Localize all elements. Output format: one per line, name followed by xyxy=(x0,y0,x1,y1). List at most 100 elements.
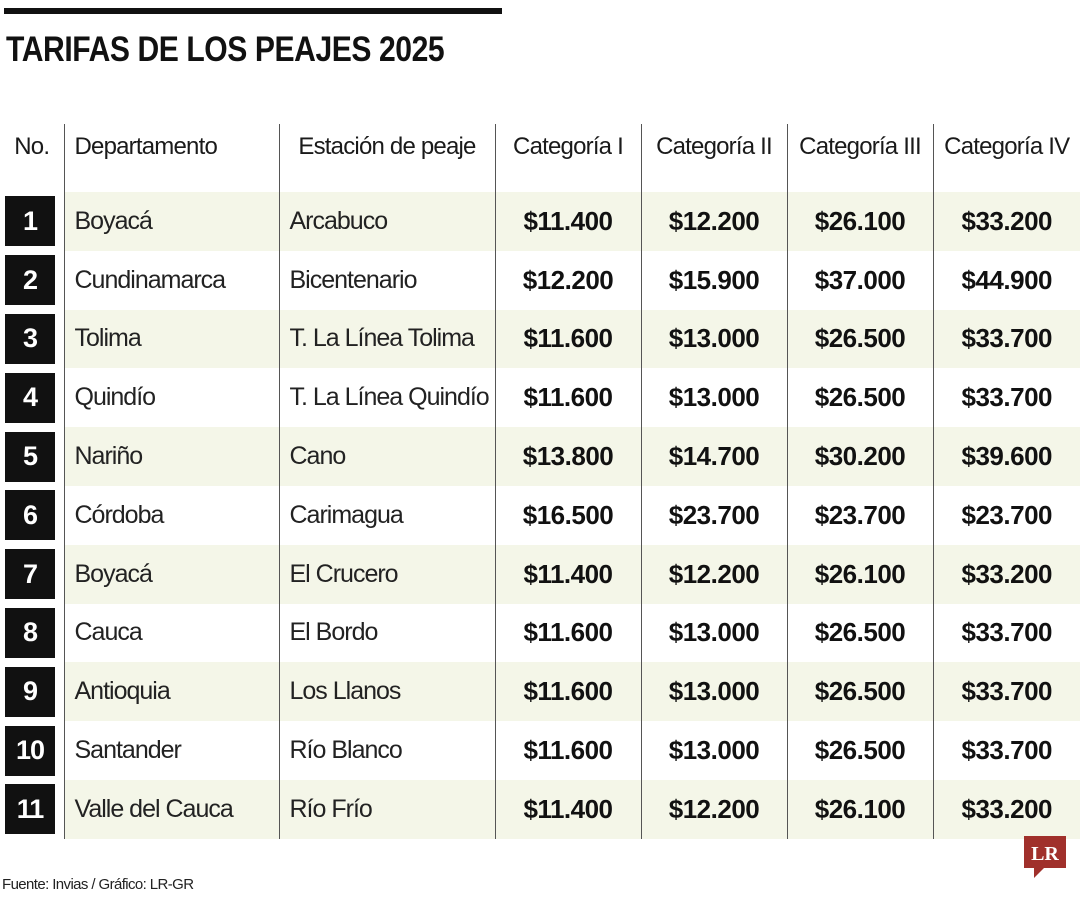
cell-departamento: Antioquia xyxy=(63,662,279,722)
header-categoria-4: Categoría IV xyxy=(932,124,1080,182)
cell-categoria-1: $11.600 xyxy=(494,309,641,369)
cell-categoria-3: $26.500 xyxy=(786,309,933,369)
table-row: 1 Boyacá Arcabuco $11.400 $12.200 $26.100 $33.… xyxy=(0,192,1080,251)
cell-departamento: Tolima xyxy=(63,309,279,369)
cell-categoria-4: $23.700 xyxy=(932,485,1080,545)
row-number-badge: 2 xyxy=(5,255,55,306)
cell-categoria-3: $37.000 xyxy=(786,250,933,310)
cell-departamento: Boyacá xyxy=(63,192,279,251)
cell-no: 3 xyxy=(0,310,64,369)
source-note: Fuente: Invias / Gráfico: LR-GR xyxy=(2,876,194,893)
toll-rates-table: No. Departamento Estación de peaje Categ… xyxy=(0,124,1080,839)
cell-categoria-4: $33.200 xyxy=(932,544,1080,604)
cell-categoria-2: $13.000 xyxy=(640,309,787,369)
cell-categoria-4: $33.700 xyxy=(932,603,1080,663)
cell-categoria-4: $33.700 xyxy=(932,662,1080,722)
table-header: No. Departamento Estación de peaje Categ… xyxy=(0,124,1080,192)
cell-estacion: Arcabuco xyxy=(278,192,495,251)
cell-estacion: Río Blanco xyxy=(278,721,495,780)
table-body: 1 Boyacá Arcabuco $11.400 $12.200 $26.100 $33.… xyxy=(0,192,1080,839)
cell-estacion: T. La Línea Quindío xyxy=(278,368,495,428)
header-categoria-1: Categoría I xyxy=(494,124,641,182)
cell-no: 6 xyxy=(0,486,64,545)
table-row: 11 Valle del Cauca Río Frío $11.400 $12.200 $… xyxy=(0,779,1080,839)
cell-categoria-1: $13.800 xyxy=(494,427,641,486)
cell-estacion: El Bordo xyxy=(278,603,495,663)
row-number-badge: 9 xyxy=(5,666,55,717)
cell-categoria-3: $26.500 xyxy=(786,662,933,722)
cell-departamento: Nariño xyxy=(63,427,279,486)
cell-departamento: Córdoba xyxy=(63,485,279,545)
table-row: 2 Cundinamarca Bicentenario $12.200 $15.900 $… xyxy=(0,250,1080,310)
row-number-badge: 4 xyxy=(5,372,55,423)
cell-categoria-1: $11.600 xyxy=(494,662,641,722)
cell-categoria-2: $12.200 xyxy=(640,544,787,604)
svg-text:LR: LR xyxy=(1031,843,1059,865)
cell-categoria-4: $33.700 xyxy=(932,368,1080,428)
cell-no: 8 xyxy=(0,604,64,663)
cell-no: 2 xyxy=(0,251,64,310)
table-row: 5 Nariño Cano $13.800 $14.700 $30.200 $39.600 xyxy=(0,427,1080,486)
cell-estacion: Río Frío xyxy=(278,779,495,839)
header-estacion: Estación de peaje xyxy=(278,124,495,182)
cell-no: 4 xyxy=(0,368,64,427)
cell-estacion: Carimagua xyxy=(278,485,495,545)
header-departamento: Departamento xyxy=(63,124,279,182)
row-number-badge: 1 xyxy=(5,196,55,247)
table-row: 7 Boyacá El Crucero $11.400 $12.200 $26.100 $3… xyxy=(0,544,1080,604)
title-rule xyxy=(4,8,502,14)
cell-categoria-2: $12.200 xyxy=(640,192,787,251)
cell-departamento: Valle del Cauca xyxy=(63,779,279,839)
table-row: 6 Córdoba Carimagua $16.500 $23.700 $23.700 $2… xyxy=(0,485,1080,545)
cell-categoria-3: $26.500 xyxy=(786,721,933,780)
cell-categoria-1: $11.400 xyxy=(494,779,641,839)
cell-no: 9 xyxy=(0,662,64,721)
cell-categoria-3: $26.500 xyxy=(786,368,933,428)
cell-departamento: Cauca xyxy=(63,603,279,663)
table-row: 10 Santander Río Blanco $11.600 $13.000 $26.5… xyxy=(0,721,1080,780)
table-row: 9 Antioquia Los Llanos $11.600 $13.000 $26.50… xyxy=(0,662,1080,722)
cell-estacion: Cano xyxy=(278,427,495,486)
cell-departamento: Quindío xyxy=(63,368,279,428)
cell-categoria-3: $26.500 xyxy=(786,603,933,663)
cell-categoria-3: $26.100 xyxy=(786,779,933,839)
row-number-badge: 8 xyxy=(5,607,55,658)
cell-categoria-4: $39.600 xyxy=(932,427,1080,486)
cell-departamento: Santander xyxy=(63,721,279,780)
cell-categoria-2: $13.000 xyxy=(640,721,787,780)
cell-no: 5 xyxy=(0,427,64,486)
header-no: No. xyxy=(14,133,50,160)
cell-categoria-3: $23.700 xyxy=(786,485,933,545)
cell-categoria-2: $23.700 xyxy=(640,485,787,545)
cell-categoria-2: $15.900 xyxy=(640,250,787,310)
cell-estacion: El Crucero xyxy=(278,544,495,604)
header-categoria-3: Categoría III xyxy=(786,124,933,182)
table-row: 3 Tolima T. La Línea Tolima $11.600 $13.000 $… xyxy=(0,309,1080,369)
row-number-badge: 5 xyxy=(5,431,55,482)
cell-categoria-4: $33.200 xyxy=(932,192,1080,251)
cell-categoria-2: $14.700 xyxy=(640,427,787,486)
cell-categoria-3: $30.200 xyxy=(786,427,933,486)
cell-categoria-4: $44.900 xyxy=(932,250,1080,310)
cell-estacion: T. La Línea Tolima xyxy=(278,309,495,369)
cell-categoria-1: $11.400 xyxy=(494,192,641,251)
cell-categoria-2: $12.200 xyxy=(640,779,787,839)
row-number-badge: 3 xyxy=(5,313,55,364)
cell-categoria-1: $11.600 xyxy=(494,368,641,428)
header-categoria-2: Categoría II xyxy=(640,124,787,182)
cell-no: 1 xyxy=(0,192,64,251)
cell-no: 10 xyxy=(0,721,64,780)
cell-categoria-4: $33.700 xyxy=(932,309,1080,369)
lr-logo-icon: LR xyxy=(1024,836,1066,878)
cell-categoria-1: $11.600 xyxy=(494,721,641,780)
row-number-badge: 6 xyxy=(5,490,55,541)
table-row: 4 Quindío T. La Línea Quindío $11.600 $13.00… xyxy=(0,368,1080,428)
cell-no: 7 xyxy=(0,545,64,604)
cell-categoria-2: $13.000 xyxy=(640,662,787,722)
cell-categoria-4: $33.200 xyxy=(932,779,1080,839)
chart-title: TARIFAS DE LOS PEAJES 2025 xyxy=(6,30,445,69)
cell-estacion: Los Llanos xyxy=(278,662,495,722)
cell-categoria-1: $11.600 xyxy=(494,603,641,663)
cell-no: 11 xyxy=(0,780,64,839)
cell-departamento: Boyacá xyxy=(63,544,279,604)
